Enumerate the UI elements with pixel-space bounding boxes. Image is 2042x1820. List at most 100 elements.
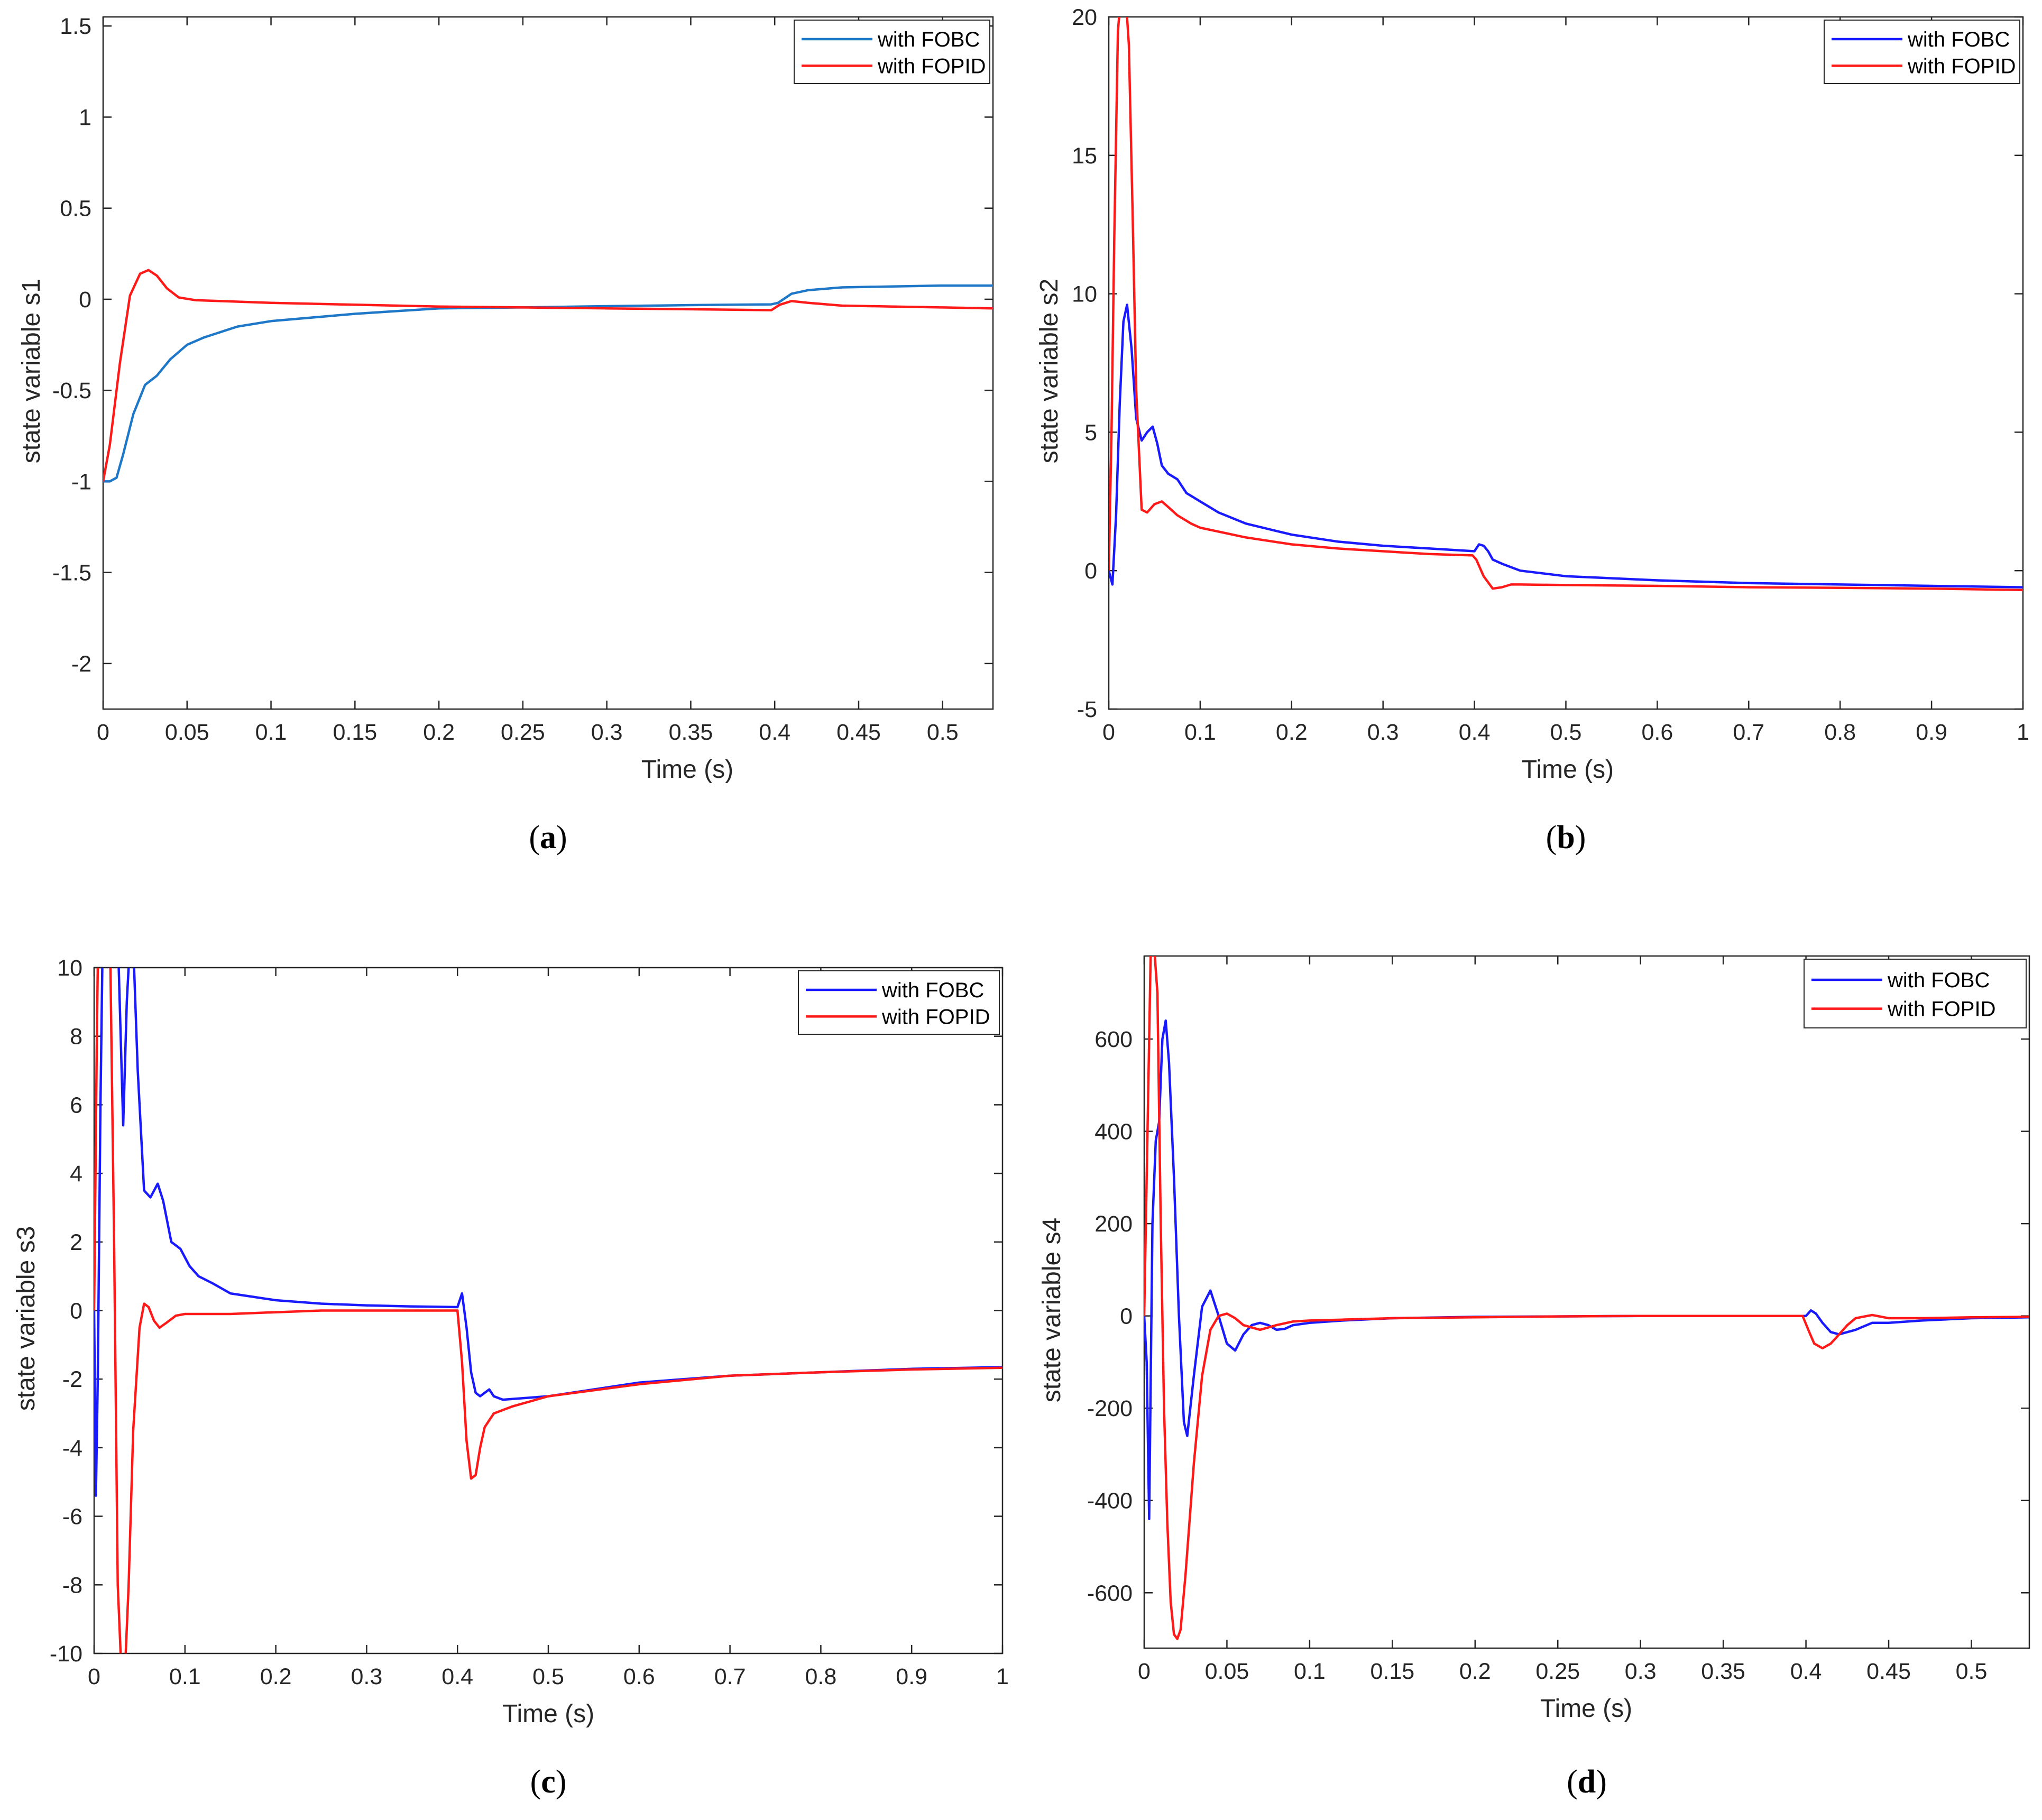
x-tick-label: 0.7 <box>714 1664 746 1689</box>
y-tick-label: 400 <box>1094 1119 1133 1145</box>
y-tick-label: 10 <box>57 955 82 981</box>
y-tick-label: 8 <box>70 1024 82 1050</box>
y-tick-label: 4 <box>70 1161 82 1187</box>
caption-open-paren: ( <box>1546 820 1557 856</box>
panel-caption: (b) <box>1546 820 1586 856</box>
series-line-fobc <box>94 968 1002 1497</box>
caption-close-paren: ) <box>556 1764 567 1800</box>
y-tick-label: 15 <box>1072 143 1097 169</box>
y-tick-label: -10 <box>50 1641 82 1667</box>
x-tick-label: 0.2 <box>1459 1659 1491 1684</box>
legend: with FOBC with FOPID <box>794 20 990 84</box>
caption-letter: a <box>540 820 556 856</box>
series-line-fobc <box>1144 1019 2029 1520</box>
legend-label-fobc: with FOBC <box>881 979 984 1002</box>
x-axis-label: Time (s) <box>641 756 733 784</box>
y-tick-label: -2 <box>62 1367 82 1392</box>
panel-caption: (d) <box>1567 1764 1607 1800</box>
plot-area-frame <box>93 967 1004 1654</box>
y-tick-label: 600 <box>1094 1027 1133 1052</box>
caption-close-paren: ) <box>1596 1764 1607 1800</box>
x-tick-label: 0.25 <box>1535 1659 1580 1684</box>
caption-open-paren: ( <box>529 820 540 856</box>
y-axis-label: state variable s3 <box>12 1226 40 1411</box>
y-axis-label: state variable s1 <box>17 279 45 464</box>
x-tick-label: 0.15 <box>333 720 377 745</box>
x-tick-label: 0.3 <box>591 720 623 745</box>
legend-box <box>1804 959 2027 1028</box>
y-tick-label: -400 <box>1087 1488 1133 1514</box>
x-tick-label: 0.25 <box>501 720 545 745</box>
x-tick-label: 0.1 <box>1184 720 1216 745</box>
x-tick-label: 0.35 <box>1701 1659 1745 1684</box>
y-axis-label: state variable s2 <box>1035 279 1063 464</box>
caption-open-paren: ( <box>1567 1764 1578 1800</box>
y-tick-label: 0 <box>1120 1304 1133 1329</box>
legend-label-fobc: with FOBC <box>1907 28 2010 51</box>
y-tick-label: 6 <box>70 1092 82 1118</box>
x-tick-label: 0.8 <box>805 1664 837 1689</box>
x-tick-label: 0.5 <box>927 720 959 745</box>
x-tick-label: 0.9 <box>896 1664 927 1689</box>
chart-panel-d: 0 0.05 0.1 0.15 0.2 0.25 0.3 0.35 0.4 0.45 0.5 -600… <box>1038 955 2030 1800</box>
chart-panel-a: 0 0.05 0.1 0.15 0.2 0.25 0.3 0.35 0.4 0.45 0.5 -2 -1… <box>17 14 994 856</box>
x-tick-label: 0.5 <box>1956 1659 1988 1684</box>
caption-letter: c <box>541 1764 556 1800</box>
y-tick-label: 10 <box>1072 282 1097 307</box>
x-tick-label: 0.5 <box>1550 720 1582 745</box>
x-tick-label: 0.4 <box>1790 1659 1822 1684</box>
caption-letter: d <box>1578 1764 1596 1800</box>
x-tick-label: 0.3 <box>351 1664 383 1689</box>
x-tick-label: 0.2 <box>423 720 455 745</box>
x-tick-label: 0.5 <box>532 1664 564 1689</box>
y-tick-label: -1.5 <box>52 560 91 586</box>
y-tick-label: 0 <box>79 287 91 312</box>
x-tick-label: 0.1 <box>169 1664 201 1689</box>
x-tick-label: 0.4 <box>759 720 790 745</box>
y-tick-label: -4 <box>62 1436 82 1461</box>
series-group <box>1109 17 2023 592</box>
x-tick-label: 0 <box>97 720 109 745</box>
x-tick-label: 0.3 <box>1367 720 1399 745</box>
y-tick-label: -2 <box>71 651 91 677</box>
x-tick-label: 0.45 <box>836 720 881 745</box>
x-tick-label: 1 <box>996 1664 1009 1689</box>
y-tick-label: -1 <box>71 469 91 494</box>
x-tick-label: 0.6 <box>623 1664 655 1689</box>
x-tick-label: 0.3 <box>1625 1659 1657 1684</box>
series-line-fopid <box>103 269 993 482</box>
x-tick-label: 0.1 <box>1294 1659 1326 1684</box>
plot-area-frame <box>1143 955 2030 1649</box>
y-tick-label: 0 <box>70 1299 82 1324</box>
y-tick-label: 1.5 <box>60 14 91 39</box>
legend: with FOBC with FOPID <box>1824 20 2020 84</box>
x-tick-label: 0.15 <box>1370 1659 1414 1684</box>
y-tick-label: 2 <box>70 1230 82 1255</box>
x-tick-label: 0.9 <box>1916 720 1947 745</box>
y-tick-label: 0 <box>1084 558 1097 584</box>
series-line-fopid <box>94 968 1002 1653</box>
x-tick-label: 0.35 <box>669 720 713 745</box>
legend-box <box>794 20 990 84</box>
chart-panel-c: 0 0.1 0.2 0.3 0.4 0.5 0.6 0.7 0.8 0.9 1 -10 -8 -6 -4 -2… <box>12 955 1009 1800</box>
chart-panel-b: 0 0.1 0.2 0.3 0.4 0.5 0.6 0.7 0.8 0.9 1-505101520T… <box>1035 5 2029 856</box>
x-tick-label: 0.4 <box>1459 720 1491 745</box>
plot-area-frame <box>102 16 994 710</box>
y-tick-label: 1 <box>79 105 91 130</box>
x-tick-label: 0.05 <box>1205 1659 1249 1684</box>
legend-label-fopid: with FOPID <box>1907 54 2016 78</box>
x-tick-label: 0.8 <box>1824 720 1856 745</box>
x-tick-label: 0.4 <box>441 1664 473 1689</box>
legend-box <box>1824 20 2020 84</box>
series-line-fopid <box>1144 956 2029 1640</box>
x-tick-label: 0.2 <box>1276 720 1308 745</box>
series-line-fopid <box>1109 17 2023 592</box>
panel-caption: (c) <box>530 1764 567 1800</box>
y-tick-label: -200 <box>1087 1396 1133 1421</box>
x-tick-label: 0.7 <box>1733 720 1764 745</box>
legend-label-fobc: with FOBC <box>1887 969 1990 992</box>
y-tick-label: -6 <box>62 1504 82 1530</box>
y-tick-label: 200 <box>1094 1211 1133 1237</box>
legend-label-fopid: with FOPID <box>1887 998 1995 1021</box>
